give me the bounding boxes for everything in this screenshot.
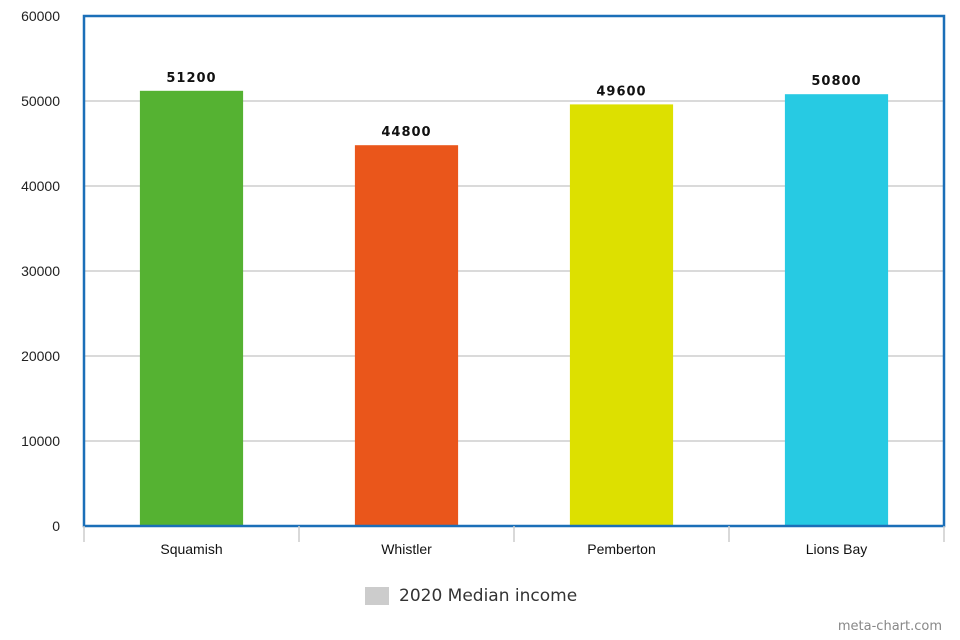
watermark: meta-chart.com bbox=[837, 619, 942, 634]
bar bbox=[784, 94, 889, 526]
y-axis-ticks: 0 10000 20000 30000 40000 50000 60000 bbox=[21, 8, 60, 534]
y-tick-label: 30000 bbox=[21, 263, 60, 279]
x-tick-label: Lions Bay bbox=[806, 541, 867, 557]
legend-swatch bbox=[365, 587, 389, 605]
data-label: 49600 bbox=[596, 84, 646, 99]
bar bbox=[354, 145, 459, 526]
data-label: 50800 bbox=[811, 74, 861, 89]
bar bbox=[139, 90, 244, 527]
y-tick-label: 20000 bbox=[21, 348, 60, 364]
legend: 2020 Median income bbox=[365, 586, 577, 606]
y-tick-label: 60000 bbox=[21, 8, 60, 24]
x-tick-label: Whistler bbox=[381, 541, 432, 557]
x-axis: Squamish Whistler Pemberton Lions Bay bbox=[83, 526, 945, 557]
y-tick-label: 50000 bbox=[21, 93, 60, 109]
bar bbox=[569, 104, 674, 527]
bars bbox=[139, 90, 889, 527]
data-labels: 51200 44800 49600 50800 bbox=[166, 71, 861, 140]
y-tick-label: 0 bbox=[52, 518, 60, 534]
x-tick-label: Pemberton bbox=[587, 541, 655, 557]
y-tick-label: 10000 bbox=[21, 433, 60, 449]
y-tick-label: 40000 bbox=[21, 178, 60, 194]
x-tick-label: Squamish bbox=[160, 541, 222, 557]
legend-label: 2020 Median income bbox=[399, 586, 578, 606]
data-label: 51200 bbox=[166, 71, 216, 86]
data-label: 44800 bbox=[381, 125, 431, 140]
bar-chart: 0 10000 20000 30000 40000 50000 60000 Squamish… bbox=[21, 8, 946, 557]
